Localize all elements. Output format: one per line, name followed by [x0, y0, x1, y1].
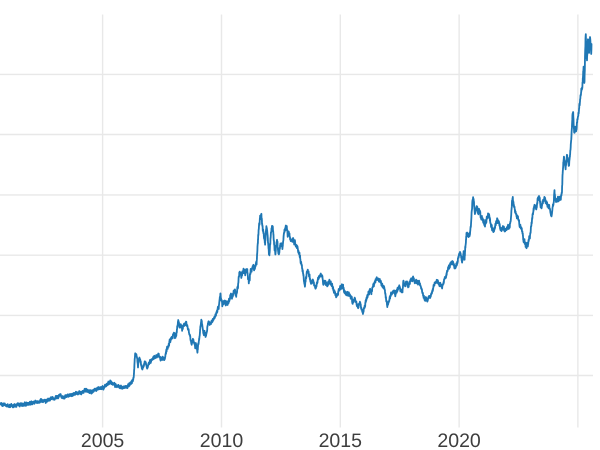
svg-text:2010: 2010	[200, 430, 244, 450]
svg-text:2005: 2005	[81, 430, 125, 450]
svg-text:2020: 2020	[437, 430, 481, 450]
svg-text:2015: 2015	[319, 430, 363, 450]
